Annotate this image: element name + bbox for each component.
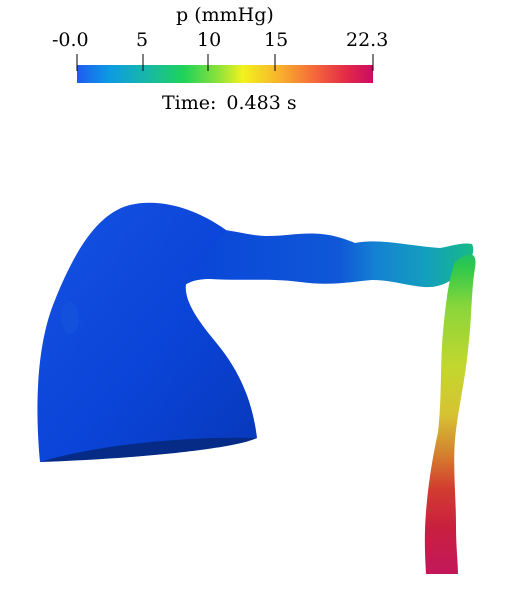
aneurysm-sac [37,202,257,463]
colorbar-gradient [77,65,373,83]
colorbar-tick-label: 15 [264,29,289,51]
colorbar-tick-label: 10 [197,29,222,51]
colorbar-tick-label: 22.3 [346,29,389,51]
colorbar-tick-label: -0.0 [52,29,89,51]
time-label: Time: [162,92,217,114]
colorbar-title: p (mmHg) [176,4,274,26]
time-annotation: Time: 0.483 s [162,94,297,113]
pressure-colorbar [76,54,374,83]
surface-bulge [61,302,79,334]
sac-opening [40,437,257,462]
time-value: 0.483 s [226,92,297,114]
vessel-descending [424,254,476,574]
colorbar-tick-label: 5 [136,29,149,51]
vessel-neck [175,227,474,290]
